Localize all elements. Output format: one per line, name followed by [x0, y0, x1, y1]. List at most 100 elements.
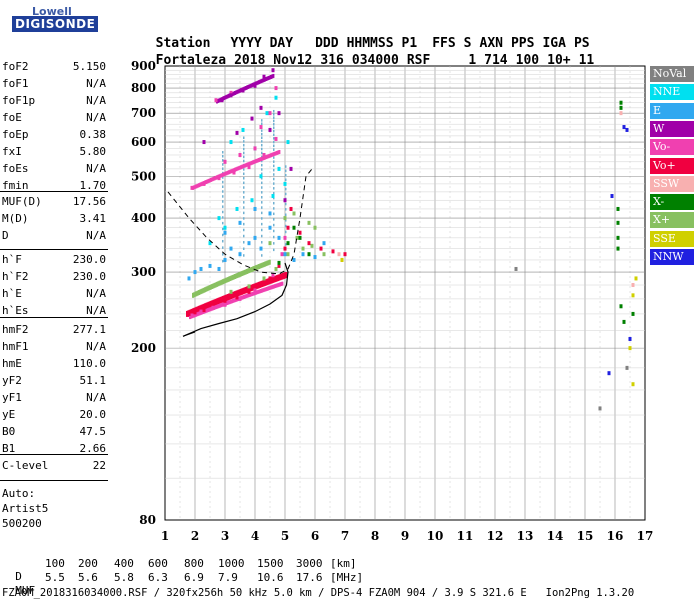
x-tick-label: 10: [427, 529, 444, 543]
trace-vo-minus: [263, 287, 266, 292]
echo-speckle: [261, 228, 263, 232]
echo-speckle: [273, 196, 275, 200]
trace-third-hop: [260, 79, 263, 84]
trace-vo-minus: [232, 298, 235, 303]
point-vo: [319, 246, 323, 251]
trace-x-plus: [218, 280, 221, 286]
trace-x-plus: [249, 267, 252, 273]
echo-speckle: [222, 176, 224, 179]
point-vo: [298, 230, 302, 235]
trace-x-plus: [232, 274, 235, 280]
header-value-axn: 714: [484, 53, 508, 68]
point-x: [616, 246, 620, 251]
trace-x-plus: [264, 261, 266, 267]
trace-second-hop: [193, 185, 196, 190]
trace-second-hop: [243, 163, 246, 168]
note-artist: Artist5: [2, 502, 49, 515]
echo-speckle: [261, 206, 263, 209]
footer-muf-row: MUF: [2, 571, 35, 597]
echo-speckle: [261, 217, 263, 220]
param-label: B0: [2, 425, 16, 438]
param-separator: [0, 317, 108, 318]
trace-x-plus: [223, 278, 226, 284]
logo-lowell: Lowell: [32, 5, 72, 18]
trace-x-plus: [224, 278, 227, 284]
echo-speckle: [285, 165, 287, 168]
trace-second-hop: [216, 175, 218, 180]
echo-speckle: [243, 201, 245, 204]
param-label: fxI: [2, 145, 22, 158]
echo-speckle: [285, 213, 287, 216]
trace-x-plus: [212, 283, 215, 289]
note-auto: Auto:: [2, 487, 36, 500]
echo-speckle: [243, 159, 245, 163]
note-version: 500200: [2, 517, 42, 530]
param-row-foe: foE N/A: [2, 111, 106, 125]
trace-third-hop: [217, 98, 220, 103]
point-x: [286, 241, 290, 246]
trace-x-plus: [208, 285, 211, 291]
logo-digisonde: DIGISONDE: [12, 16, 99, 32]
trace-second-hop: [234, 167, 236, 172]
trace-second-hop: [232, 168, 235, 173]
header-label-axn: AXN: [479, 36, 503, 51]
echo-speckle: [261, 119, 263, 122]
point-vo: [253, 146, 257, 151]
point-x: [286, 252, 290, 257]
trace-third-hop: [234, 90, 236, 95]
echo-speckle: [273, 168, 275, 172]
header-label-iga: IGA: [542, 36, 566, 51]
footer-muf-label: MUF: [15, 584, 36, 597]
trace-vo-minus: [279, 282, 281, 287]
trace-vo-minus: [231, 299, 233, 304]
point-vo: [259, 283, 263, 288]
trace-vo-minus: [262, 288, 265, 293]
trace-x-plus: [220, 279, 223, 285]
trace-second-hop: [272, 152, 275, 157]
trace-second-hop: [264, 155, 266, 160]
y-tick-label: 900: [131, 59, 156, 73]
echo-speckle: [222, 195, 224, 198]
param-row-d: D N/A: [2, 229, 106, 243]
point-x: [274, 266, 278, 271]
point-vo: [202, 308, 206, 313]
trace-x-plus: [225, 277, 228, 283]
trace-vo-minus: [208, 307, 211, 312]
point-e: [322, 241, 326, 246]
point-vo: [223, 302, 227, 307]
point-noval: [598, 406, 602, 411]
trace-vo-minus: [251, 291, 254, 296]
param-label: foEp: [2, 128, 29, 141]
echo-speckle: [222, 163, 224, 166]
echo-speckle: [261, 211, 263, 215]
echo-speckle: [222, 221, 224, 225]
echo-speckle: [243, 140, 245, 143]
trace-third-hop: [224, 95, 227, 100]
echo-speckle: [285, 202, 287, 206]
trace-x-plus: [206, 286, 209, 292]
param-row-fmin: fmin 1.70: [2, 179, 106, 193]
trace-vo-minus: [245, 294, 248, 299]
trace-third-hop: [235, 90, 238, 95]
x-tick-label: 15: [577, 529, 594, 543]
echo-speckle: [273, 160, 275, 163]
point-nne: [271, 194, 275, 199]
echo-speckle: [261, 181, 263, 185]
trace-third-hop: [223, 96, 226, 101]
trace-vo-minus: [192, 313, 195, 318]
trace-third-hop: [228, 93, 230, 98]
trace-second-hop: [196, 183, 199, 188]
x-tick-label: 11: [457, 529, 474, 543]
echo-speckle: [261, 136, 263, 140]
point-x: [619, 100, 623, 105]
header-value-hhmmss: 034000: [351, 53, 399, 68]
echo-speckle: [273, 148, 275, 151]
param-label: hmE: [2, 357, 22, 370]
point-vo: [280, 252, 284, 257]
legend-item-x: X-: [650, 194, 694, 211]
trace-dashed-line: [167, 168, 313, 275]
point-vo: [283, 246, 287, 251]
header-value-p1: RSF: [406, 53, 431, 68]
echo-speckle: [261, 122, 263, 125]
point-vo: [283, 235, 287, 240]
